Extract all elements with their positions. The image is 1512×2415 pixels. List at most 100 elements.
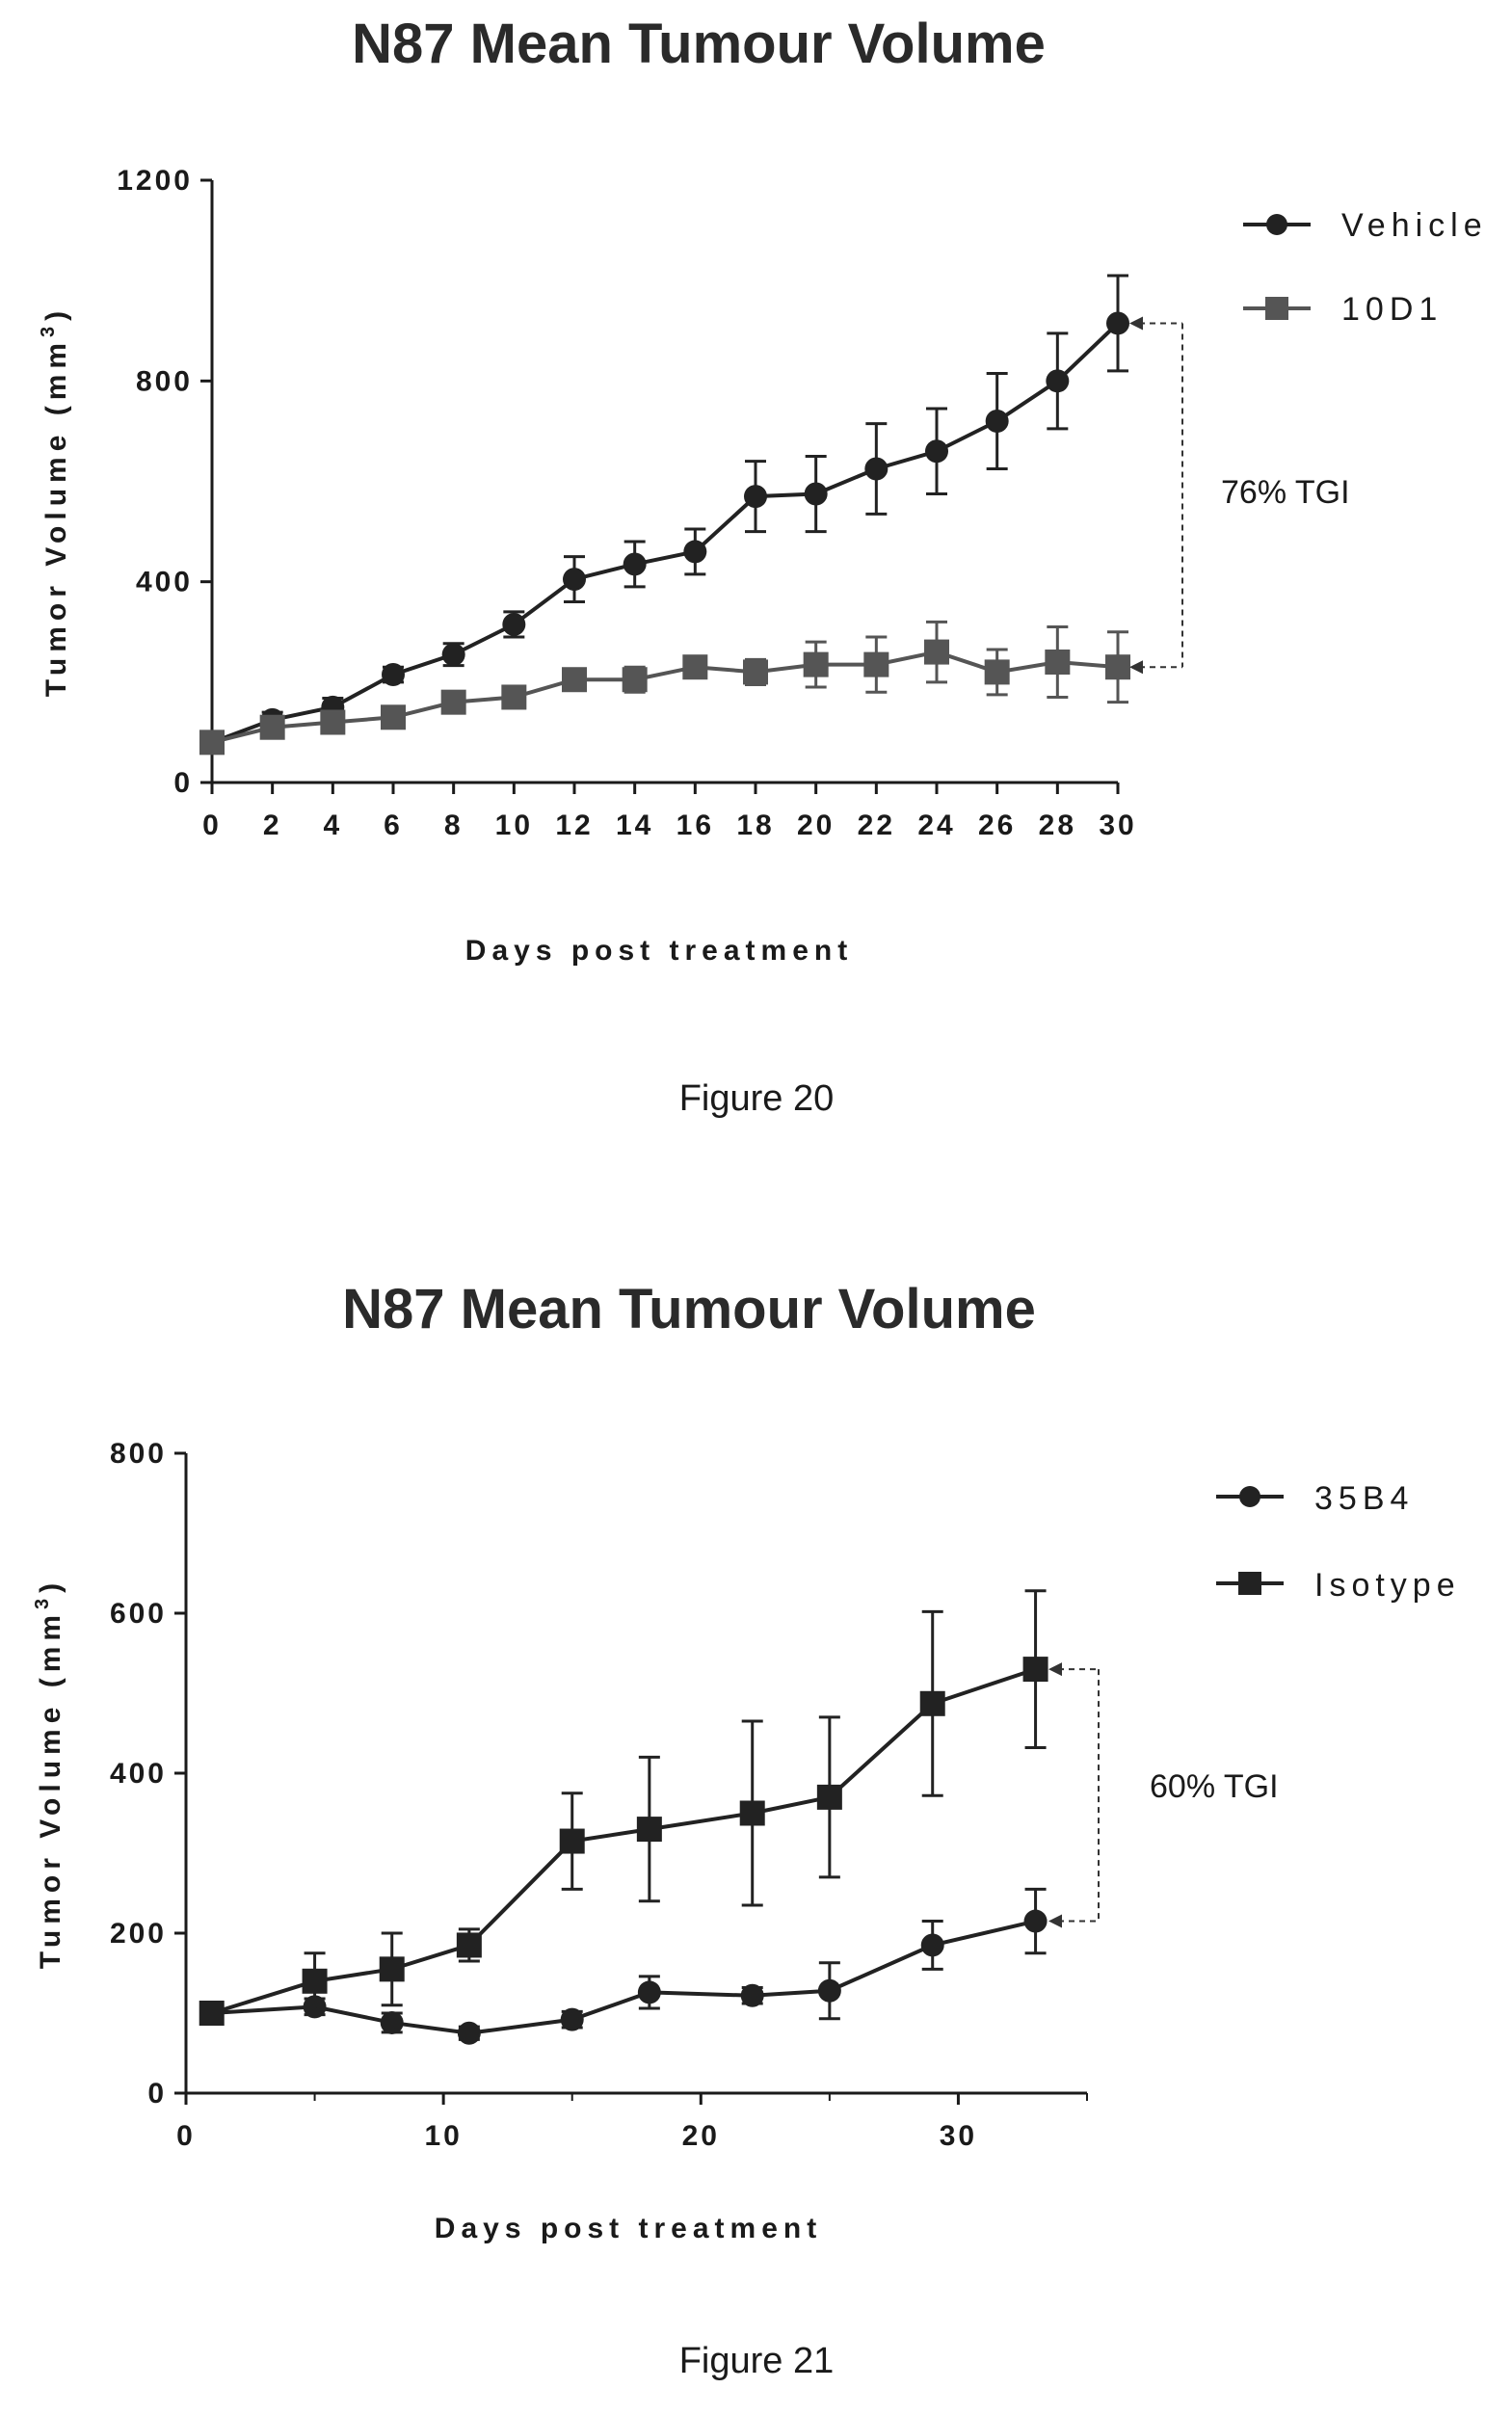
data-point xyxy=(744,485,767,509)
x-tick-label-18: 18 xyxy=(736,809,774,841)
data-point xyxy=(984,659,1010,685)
x-axis-label: Days post treatment xyxy=(435,2213,822,2244)
data-point xyxy=(456,1932,482,1958)
x-tick-label-24: 24 xyxy=(917,809,955,841)
data-point xyxy=(919,1690,945,1716)
data-point xyxy=(1045,650,1071,675)
data-point xyxy=(379,1956,405,1982)
y-tick-label-1200: 1200 xyxy=(117,165,193,197)
series-line-vehicle xyxy=(211,321,1120,745)
x-tick-label-10: 10 xyxy=(495,809,533,841)
data-point xyxy=(441,643,465,667)
data-point xyxy=(637,1980,661,2004)
x-tick-label-20: 20 xyxy=(682,2120,720,2152)
data-point xyxy=(259,714,285,740)
data-point xyxy=(562,667,587,693)
tgi-arrow-0 xyxy=(1048,1662,1062,1677)
legend-item-vehicle: Vehicle xyxy=(1243,207,1488,244)
y-tick-label-400: 400 xyxy=(136,567,193,598)
x-tick-label-10: 10 xyxy=(424,2120,462,2152)
y-axis-label-superscript: 3 xyxy=(38,321,59,337)
y-tick-label-400: 400 xyxy=(110,1758,167,1790)
x-axis: 0 10 20 30 xyxy=(176,2091,1088,2152)
legend-marker-10d1 xyxy=(1265,297,1288,320)
series-isotype xyxy=(199,1589,1048,2026)
data-point xyxy=(1022,1657,1048,1683)
data-point xyxy=(924,639,949,665)
data-point xyxy=(563,568,586,592)
x-tick-label-26: 26 xyxy=(978,809,1016,841)
x-axis-label: Days post treatment xyxy=(465,935,853,967)
legend-label-vehicle: Vehicle xyxy=(1341,207,1488,244)
x-tick-label-14: 14 xyxy=(616,809,653,841)
legend: 35B4 Isotype xyxy=(1216,1480,1461,1604)
data-point xyxy=(925,439,948,464)
data-point xyxy=(1106,311,1129,335)
data-point xyxy=(560,2007,584,2031)
data-point xyxy=(622,667,648,693)
data-point xyxy=(740,1983,764,2007)
tgi-annotation xyxy=(1129,316,1183,675)
chart-title: N87 Mean Tumour Volume xyxy=(352,13,1046,75)
x-tick-label-4: 4 xyxy=(323,809,342,841)
y-tick-label-200: 200 xyxy=(110,1918,167,1950)
plot-area xyxy=(199,274,1130,756)
legend-marker-vehicle xyxy=(1266,214,1287,235)
data-point xyxy=(1105,654,1130,680)
data-point xyxy=(502,612,526,636)
data-point xyxy=(501,684,527,710)
x-tick-label-30: 30 xyxy=(1099,809,1136,841)
chart-title: N87 Mean Tumour Volume xyxy=(342,1278,1036,1340)
legend-label-isotype: Isotype xyxy=(1314,1567,1461,1604)
series-vehicle xyxy=(200,274,1129,755)
data-point xyxy=(683,540,707,564)
y-axis-label-close: ) xyxy=(35,1578,66,1593)
x-tick-label-0: 0 xyxy=(176,2120,196,2152)
legend-label-35b4: 35B4 xyxy=(1314,1480,1414,1517)
data-point xyxy=(920,1933,944,1957)
series-35b4 xyxy=(199,1887,1048,2045)
data-point xyxy=(440,689,466,715)
y-tick-label-0: 0 xyxy=(173,767,193,799)
y-axis: 0 400 800 1200 xyxy=(117,165,214,799)
x-tick-label-2: 2 xyxy=(263,809,282,841)
x-axis: 0 2 4 6 8 10 12 14 16 18 20 22 24 26 28 30 xyxy=(202,781,1136,841)
data-point xyxy=(1046,369,1070,393)
y-tick-label-800: 800 xyxy=(136,365,193,397)
legend-marker-35b4 xyxy=(1239,1486,1260,1507)
y-tick-label-600: 600 xyxy=(110,1598,167,1630)
data-point xyxy=(682,654,708,680)
plot-area xyxy=(199,1589,1048,2045)
legend-item-35b4: 35B4 xyxy=(1216,1480,1414,1517)
legend-marker-isotype xyxy=(1238,1572,1261,1595)
y-tick-label-0: 0 xyxy=(147,2078,167,2110)
y-axis-label-close: ) xyxy=(40,305,72,321)
x-tick-label-28: 28 xyxy=(1039,809,1076,841)
y-tick-label-800: 800 xyxy=(110,1438,167,1470)
tgi-arrow-1 xyxy=(1048,1914,1062,1928)
data-point xyxy=(623,552,647,576)
y-axis-label-text: Tumor Volume (mm xyxy=(40,337,72,697)
data-point xyxy=(199,730,225,756)
data-point xyxy=(739,1800,765,1826)
y-axis-label-text: Tumor Volume (mm xyxy=(35,1609,66,1969)
tgi-annotation xyxy=(1048,1662,1100,1928)
x-tick-label-8: 8 xyxy=(444,809,464,841)
data-point xyxy=(743,659,768,685)
data-point xyxy=(803,651,829,677)
tgi-label: 76% TGI xyxy=(1221,474,1350,511)
x-tick-label-30: 30 xyxy=(940,2120,977,2152)
data-point xyxy=(559,1828,585,1854)
series-line-10d1 xyxy=(211,650,1119,745)
figure-caption: Figure 20 xyxy=(679,1078,835,1119)
y-axis: 0 200 400 600 800 xyxy=(110,1438,188,2110)
data-point xyxy=(985,410,1009,433)
legend: Vehicle 10D1 xyxy=(1243,207,1488,328)
x-tick-label-22: 22 xyxy=(858,809,895,841)
data-point xyxy=(804,482,828,506)
y-axis-label: Tumor Volume (mm3) xyxy=(32,1578,66,1969)
x-tick-label-20: 20 xyxy=(797,809,835,841)
